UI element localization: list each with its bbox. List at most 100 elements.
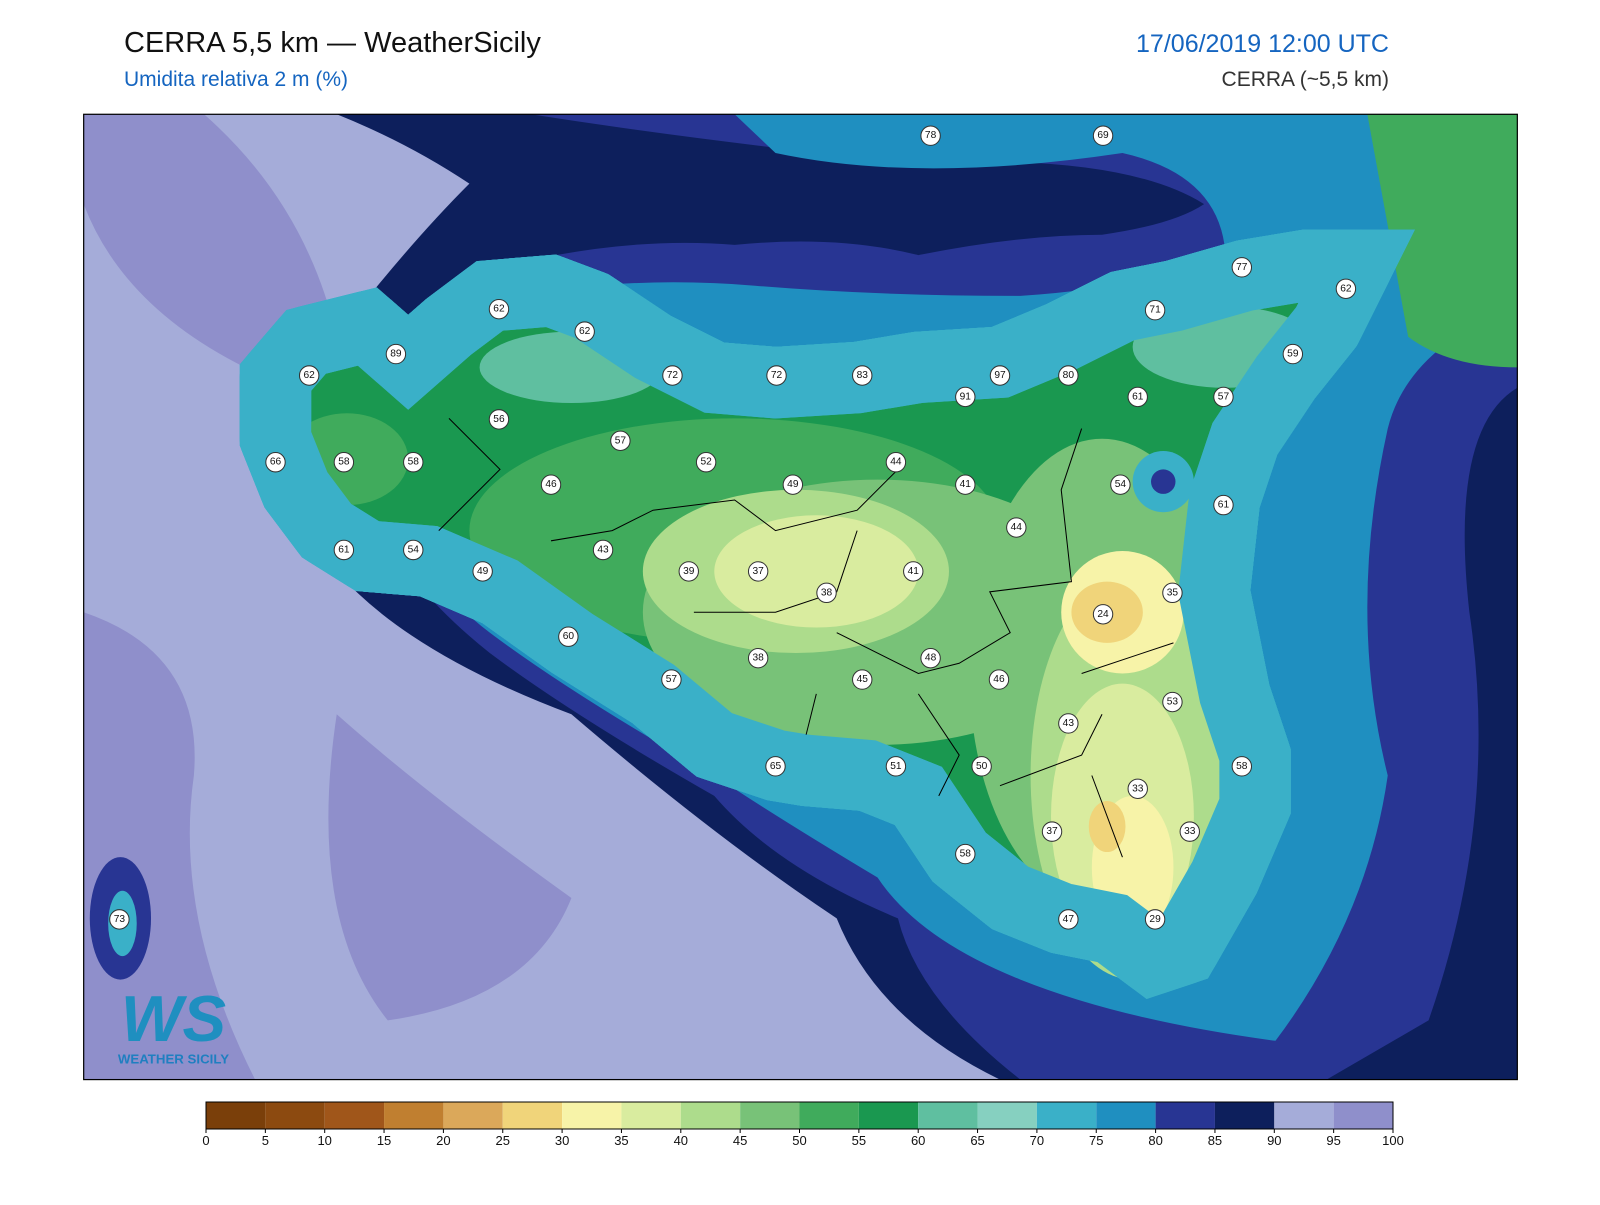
station-marker	[403, 539, 424, 561]
colorbar-bin	[858, 1102, 919, 1129]
station-value: 59	[1287, 349, 1299, 360]
colorbar-tick-label: 35	[614, 1133, 628, 1148]
model-label: CERRA (~5,5 km)	[1222, 68, 1389, 91]
station-marker	[1335, 278, 1357, 299]
station-value: 51	[890, 761, 902, 772]
station-value: 61	[1218, 500, 1230, 511]
colorbar-bin	[977, 1102, 1037, 1129]
colorbar-bin	[1214, 1102, 1275, 1129]
station-value: 41	[960, 479, 972, 490]
colorbar: 0 5 10 15 20 25 30 35 40 45 50 55 60 65 70 75 80 85 90 95 10…	[202, 1101, 1404, 1148]
station-marker	[1144, 909, 1166, 930]
station-marker	[333, 539, 355, 561]
subtitle: Umidita relativa 2 m (%)	[124, 68, 348, 91]
station-marker	[1144, 299, 1166, 321]
station-marker	[1162, 582, 1183, 604]
station-marker	[1179, 821, 1200, 842]
station-marker	[1213, 386, 1234, 408]
station-marker	[1127, 386, 1148, 408]
station-value: 80	[1063, 370, 1075, 381]
station-marker	[955, 386, 976, 408]
station-marker	[662, 365, 683, 386]
station-value: 57	[1218, 391, 1230, 402]
colorbar-bin	[1036, 1102, 1097, 1129]
station-marker	[333, 452, 355, 473]
station-value: 60	[563, 631, 575, 642]
colorbar-tick-label: 55	[852, 1133, 866, 1148]
station-marker	[766, 365, 787, 386]
station-value: 47	[1063, 914, 1075, 925]
station-value: 43	[1063, 718, 1075, 729]
station-marker	[1231, 756, 1253, 777]
station-value: 45	[857, 674, 869, 685]
colorbar-bin	[502, 1102, 563, 1129]
station-value: 62	[579, 326, 591, 337]
station-marker	[920, 125, 941, 146]
colorbar-tick-label: 15	[377, 1133, 391, 1148]
station-value: 50	[976, 761, 988, 772]
colorbar-tick-label: 60	[911, 1133, 925, 1148]
station-marker	[955, 843, 976, 865]
station-marker	[782, 474, 804, 495]
station-value: 49	[787, 479, 799, 490]
station-marker	[1092, 125, 1114, 146]
station-value: 65	[770, 761, 782, 772]
map: 78 69 77 62 62 62 89 71 59 62 72 72 83 97 91 80 61 57 56 57…	[83, 114, 1518, 1080]
station-marker	[747, 647, 769, 669]
station-value: 46	[993, 674, 1005, 685]
station-value: 46	[545, 479, 557, 490]
station-marker	[747, 561, 769, 582]
station-value: 58	[338, 457, 350, 468]
station-marker	[488, 298, 510, 320]
logo-mark: WS	[121, 982, 226, 1055]
station-value: 71	[1149, 305, 1161, 316]
station-value: 66	[270, 457, 282, 468]
station-value: 62	[304, 370, 316, 381]
station-value: 58	[1236, 761, 1248, 772]
colorbar-tick-label: 40	[674, 1133, 688, 1148]
station-marker	[1231, 257, 1253, 278]
station-marker	[678, 561, 699, 582]
station-value: 33	[1132, 783, 1144, 794]
station-value: 97	[994, 370, 1006, 381]
station-value: 43	[597, 544, 609, 555]
colorbar-tick-label: 75	[1089, 1133, 1103, 1148]
station-value: 56	[493, 414, 505, 425]
station-value: 58	[960, 849, 972, 860]
station-value: 48	[925, 653, 937, 664]
station-marker	[403, 452, 424, 473]
station-marker	[1058, 365, 1079, 386]
colorbar-tick-label: 25	[496, 1133, 510, 1148]
station-value: 78	[925, 130, 937, 141]
station-value: 69	[1097, 130, 1109, 141]
station-value: 89	[390, 349, 402, 360]
colorbar-bin	[1274, 1102, 1334, 1129]
station-marker	[1162, 691, 1183, 713]
station-value: 91	[960, 391, 972, 402]
station-marker	[1127, 778, 1148, 799]
station-marker	[1058, 713, 1079, 734]
station-marker	[1213, 494, 1234, 516]
station-value: 33	[1184, 826, 1196, 837]
station-value: 37	[1046, 826, 1058, 837]
colorbar-bin	[918, 1102, 978, 1129]
colorbar-tick-label: 50	[792, 1133, 806, 1148]
colorbar-bin	[384, 1102, 444, 1129]
colorbar-bin	[740, 1102, 800, 1129]
colorbar-bin	[1155, 1102, 1215, 1129]
datetime: 17/06/2019 12:00 UTC	[1136, 30, 1389, 58]
station-marker	[885, 756, 907, 777]
stations: 78 69 77 62 62 62 89 71 59 62 72 72 83 97 91 80 61 57 56 57…	[109, 125, 1357, 930]
station-value: 52	[700, 457, 712, 468]
title: CERRA 5,5 km — WeatherSicily	[124, 27, 541, 59]
colorbar-bin	[324, 1102, 385, 1129]
station-value: 38	[752, 653, 764, 664]
station-marker	[1092, 604, 1114, 625]
station-value: 62	[1340, 283, 1352, 294]
colorbar-tick-label: 30	[555, 1133, 569, 1148]
station-marker	[920, 647, 941, 669]
colorbar-bin	[1333, 1102, 1393, 1129]
station-marker	[488, 409, 510, 430]
colorbar-bin	[799, 1102, 859, 1129]
